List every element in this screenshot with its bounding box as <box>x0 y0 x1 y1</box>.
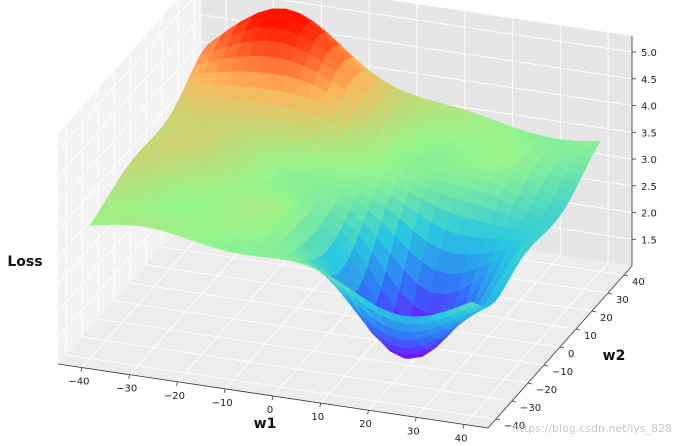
w1-tick-mark <box>223 388 226 393</box>
w1-tick-mark <box>462 424 465 429</box>
w1-tick-mark <box>80 367 83 372</box>
w1-tick-label: 40 <box>455 433 468 444</box>
loss-tick-label: 3.5 <box>641 128 657 139</box>
wall-grid-line-loss <box>57 41 633 204</box>
w2-tick-mark <box>543 364 549 367</box>
w2-tick-mark <box>607 292 613 295</box>
wall-grid-line-loss <box>57 14 633 178</box>
w1-tick-label: 10 <box>311 412 324 423</box>
loss-tick-label: 5.0 <box>641 48 657 59</box>
w2-tick-mark <box>575 328 581 331</box>
w1-tick-mark <box>414 417 417 422</box>
loss-tick-label: 2.5 <box>641 182 657 193</box>
w2-tick-mark <box>591 310 597 313</box>
w1-tick-mark <box>367 410 369 415</box>
watermark: https://blog.csdn.net/lys_828 <box>513 422 672 435</box>
tick-labels: −40−30−20−10010203040−40−30−20−100102030… <box>68 48 657 444</box>
loss-tick-label: 4.0 <box>641 102 657 113</box>
w2-tick-mark <box>527 382 533 385</box>
z-axis-label: Loss <box>7 254 42 270</box>
w2-tick-label: −10 <box>552 367 573 378</box>
w1-tick-label: −10 <box>212 398 233 409</box>
w1-tick-label: −30 <box>116 384 137 395</box>
loss-tick-label: 4.5 <box>641 75 657 86</box>
surface-patch <box>457 301 478 311</box>
w2-tick-mark <box>559 346 565 349</box>
loss-tick-label: 1.5 <box>641 235 657 246</box>
w1-tick-label: 0 <box>267 405 273 416</box>
w1-tick-label: 30 <box>407 426 420 437</box>
w2-tick-mark <box>511 400 517 403</box>
w2-tick-label: 30 <box>616 295 629 306</box>
floor-grid-line-w1 <box>463 262 609 425</box>
loss-surface <box>89 8 601 359</box>
w2-tick-mark <box>495 418 501 421</box>
w1-tick-label: 20 <box>359 419 372 430</box>
w2-tick-label: −20 <box>536 385 557 396</box>
w1-tick-label: −20 <box>164 391 185 402</box>
loss-tick-label: 2.0 <box>641 209 657 220</box>
w1-tick-mark <box>319 403 322 408</box>
loss-tick-label: 3.0 <box>641 155 657 166</box>
w1-tick-mark <box>271 395 274 401</box>
x-axis-label: w1 <box>254 416 277 432</box>
w2-tick-mark <box>623 274 629 277</box>
w1-tick-mark <box>128 374 131 379</box>
w1-tick-mark <box>176 381 178 386</box>
w2-tick-label: 20 <box>600 313 613 324</box>
w2-tick-label: −40 <box>504 421 525 432</box>
w2-tick-label: 10 <box>584 331 597 342</box>
w2-tick-label: 40 <box>632 277 645 288</box>
w2-tick-label: −30 <box>520 403 541 414</box>
w2-tick-label: 0 <box>568 349 574 360</box>
w1-tick-label: −40 <box>68 377 89 388</box>
y-axis-label: w2 <box>603 348 626 364</box>
wall-grid-line-loss <box>57 0 633 151</box>
